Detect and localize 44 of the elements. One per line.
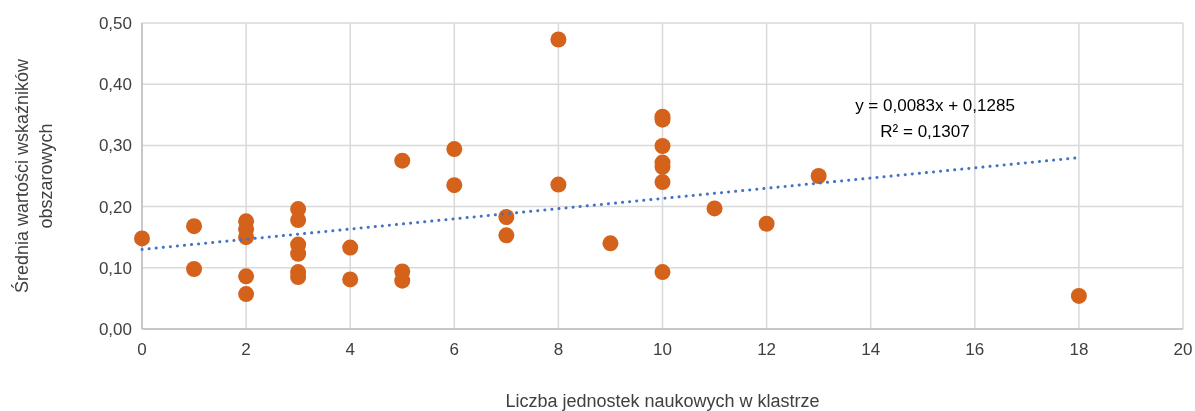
point [654, 174, 671, 191]
annotation: R² = 0,1307 [880, 122, 970, 141]
y-tick-label: 0,20 [98, 197, 132, 217]
point [342, 271, 359, 288]
x-tick-label: 16 [965, 340, 985, 359]
x-tick-label: 14 [861, 340, 881, 359]
point [654, 264, 671, 281]
point [810, 168, 827, 184]
point [446, 141, 463, 158]
point [238, 286, 255, 303]
point [706, 200, 723, 217]
point [654, 138, 671, 155]
point [550, 31, 567, 48]
point [394, 152, 411, 169]
point [186, 218, 203, 235]
point [186, 261, 203, 278]
point [134, 230, 150, 247]
point [498, 227, 515, 244]
y-tick-label: 0,10 [98, 258, 132, 278]
point [498, 209, 515, 225]
x-tick-label: 4 [345, 340, 355, 359]
x-tick-label: 18 [1069, 340, 1089, 359]
point [758, 215, 775, 232]
y-tick-label: 0,30 [98, 136, 132, 156]
point [342, 239, 359, 256]
annotation: y = 0,0083x + 0,1285 [855, 96, 1015, 115]
y-tick-label: 0,00 [98, 320, 132, 339]
x-tick-label: 20 [1173, 340, 1193, 359]
x-tick-label: 12 [757, 340, 777, 359]
x-axis-title: Liczba jednostek naukowych w klastrze [505, 391, 820, 411]
point [290, 212, 307, 229]
x-tick-label: 6 [449, 340, 460, 359]
point [238, 268, 255, 285]
x-tick-label: 8 [553, 340, 564, 359]
x-tick-label: 2 [241, 340, 251, 359]
point [446, 177, 463, 194]
y-tick-label: 0,50 [98, 14, 132, 33]
point [550, 176, 567, 193]
y-axis-title: Średnia wartości wskaźników obszarowych [11, 57, 56, 294]
x-tick-label: 10 [653, 340, 672, 359]
point [602, 235, 619, 252]
x-tick-label: 0 [137, 340, 147, 359]
y-tick-label: 0,40 [98, 75, 132, 95]
point [1070, 287, 1087, 304]
